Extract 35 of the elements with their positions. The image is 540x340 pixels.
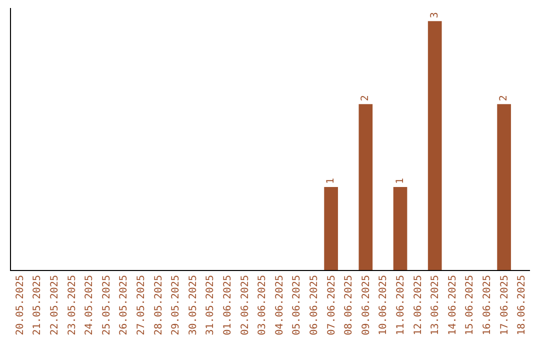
x-tick-label: 30.05.2025 [188,275,199,336]
data-label: 2 [498,95,510,102]
x-tick-label: 25.05.2025 [101,275,112,336]
x-tick-label: 28.05.2025 [153,275,164,336]
x-tick-label: 14.06.2025 [447,275,458,336]
x-tick-label: 07.06.2025 [326,275,338,336]
x-tick-label: 02.06.2025 [240,275,251,336]
x-tick-label: 29.05.2025 [170,275,182,336]
x-tick-label: 01.06.2025 [222,275,234,336]
x-tick-label: 04.06.2025 [274,275,286,336]
x-tick-label: 11.06.2025 [396,275,406,336]
x-tick-label: 06.06.2025 [309,275,320,336]
x-tick-label: 23.05.2025 [66,275,78,336]
x-tick-label: 05.06.2025 [292,275,303,336]
x-tick-label: 12.06.2025 [412,275,424,336]
x-tick-label: 10.06.2025 [378,275,390,336]
x-tick-label: 26.05.2025 [118,275,130,336]
x-tick-label: 20.05.2025 [14,275,26,336]
x-tick-label: 18.06.2025 [516,275,528,336]
data-label: 1 [394,178,406,184]
x-tick-label: 15.06.2025 [464,275,476,336]
x-tick-label: 21.05.2025 [32,275,44,336]
x-tick-label: 17.06.2025 [499,275,510,336]
data-label: 3 [429,12,440,18]
x-tick-label: 22.05.2025 [50,275,60,336]
x-tick-label: 03.06.2025 [257,275,268,336]
x-tick-label: 24.05.2025 [84,275,96,336]
x-tick-label: 08.06.2025 [344,275,355,336]
data-label: 1 [326,178,337,184]
x-tick-label: 09.06.2025 [360,275,372,336]
data-label: 2 [360,95,372,102]
x-tick-label: 31.05.2025 [205,275,216,336]
x-tick-label: 13.06.2025 [430,275,442,336]
x-tick-label: 27.05.2025 [136,275,147,336]
x-tick-label: 16.06.2025 [482,275,493,336]
